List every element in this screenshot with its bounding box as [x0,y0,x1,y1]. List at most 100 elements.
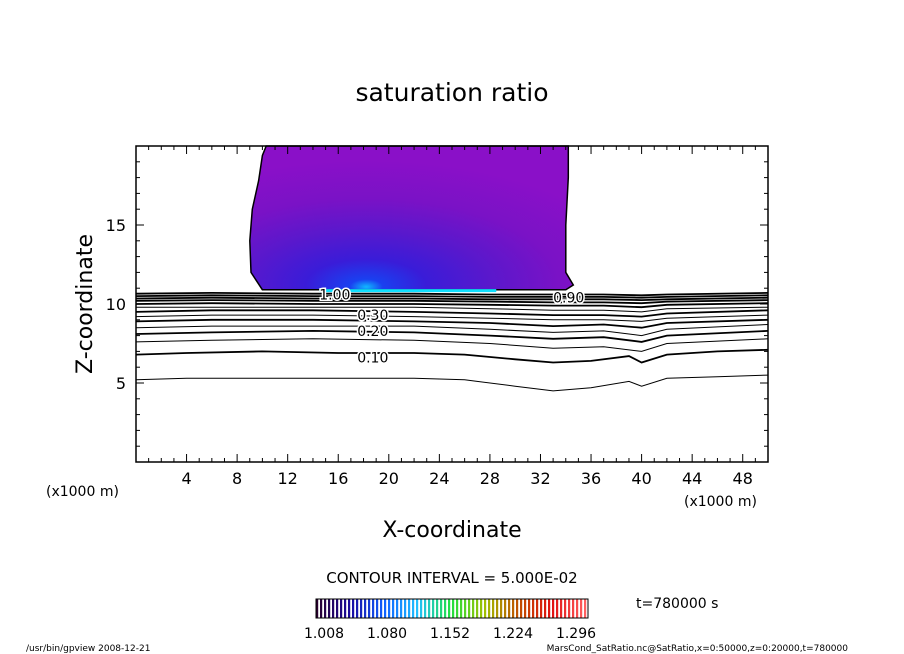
contour-label: 1.00 [319,288,350,304]
color-scale-frame [315,598,589,619]
color-scale-cell [544,599,547,618]
color-scale-cell [484,599,487,618]
footer-left: /usr/bin/gpview 2008-12-21 [26,644,150,654]
contour-line [135,299,769,305]
footer-right: MarsCond_SatRatio.nc@SatRatio,x=0:50000,… [547,644,849,654]
color-scale-cell [364,599,367,618]
contour-label: 0.20 [357,324,388,340]
filled-contour-region [249,145,575,293]
color-scale-cell [448,599,451,618]
color-scale-cell [352,599,355,618]
x-tick-label: 12 [278,469,298,488]
contour-lines [135,291,769,392]
x-tick-label: 8 [232,469,242,488]
color-scale-cell [568,599,571,618]
color-scale-cell [388,599,391,618]
contour-line [135,314,769,322]
contour-line [135,296,769,302]
color-scale-cell [468,599,471,618]
x-axis-ticks: 4 8 12 16 20 24 28 32 36 40 44 48 [148,146,756,488]
color-scale-cell [528,599,531,618]
contour-label: 0.10 [357,351,388,367]
y-tick-label: 5 [116,374,126,393]
color-scale-cell [460,599,463,618]
color-scale-cell [404,599,407,618]
color-scale-cell [492,599,495,618]
contour-interval-label: CONTOUR INTERVAL = 5.000E-02 [326,569,577,587]
color-scale-cell [576,599,579,618]
color-scale-cell [512,599,515,618]
color-scale-cell [396,599,399,618]
color-scale-cell [384,599,387,618]
x-tick-label: 24 [429,469,449,488]
contour-line [135,309,769,318]
color-scale-cell [552,599,555,618]
x-unit-right: (x1000 m) [684,494,757,510]
color-scale-cell [424,599,427,618]
color-scale-cell [464,599,467,618]
contour-line [135,374,769,392]
color-scale-cell [436,599,439,618]
color-scale-cell [332,599,335,618]
contour-line [135,318,769,329]
color-scale-cell [420,599,423,618]
color-scale-label: 1.152 [430,626,470,642]
contour-line [135,329,769,343]
color-scale-cell [360,599,363,618]
color-scale-cell [428,599,431,618]
color-scale-cell [540,599,543,618]
color-scale-cell [456,599,459,618]
color-scale-cell [520,599,523,618]
x-tick-label: 32 [530,469,550,488]
y-tick-label: 10 [106,295,126,314]
color-scale-cell [572,599,575,618]
color-scale-cell [452,599,455,618]
color-scale-cell [556,599,559,618]
x-tick-label: 36 [581,469,601,488]
y-axis-ticks: 5 10 15 [106,161,768,447]
color-scale-cell [392,599,395,618]
contour-label: 0.30 [357,308,388,324]
color-scale-cell [516,599,519,618]
contour-line [135,348,769,364]
color-scale-cell [444,599,447,618]
color-scale-label: 1.080 [367,626,407,642]
color-scale-cell [488,599,491,618]
color-scale-cell [400,599,403,618]
filled-region-outline [249,145,575,291]
color-scale-cell [480,599,483,618]
contour-labels: 1.00 0.300.20 0.10 0.90 [318,286,586,368]
color-scale-cell [328,599,331,618]
color-scale-cell [508,599,511,618]
y-axis-label: Z-coordinate [73,234,98,374]
y-tick-label: 15 [106,216,126,235]
color-scale-cell [368,599,371,618]
contour-line [135,294,769,299]
color-scale-cell [344,599,347,618]
contour-line [136,306,769,313]
color-scale-cell [532,599,535,618]
color-scale-cell [336,599,339,618]
x-tick-label: 28 [480,469,500,488]
x-unit-left: (x1000 m) [46,484,119,500]
color-scale-cell [380,599,383,618]
color-scale-cell [580,599,583,618]
color-scale-cell [548,599,551,618]
color-scale-cell [584,599,587,618]
color-scale-cell [536,599,539,618]
contour-line [135,291,769,297]
color-scale-cell [408,599,411,618]
color-scale-cell [372,599,375,618]
color-scale-label: 1.296 [556,626,596,642]
color-scale-bar [316,599,587,618]
contour-line [135,338,769,352]
color-scale-cell [412,599,415,618]
color-scale-cell [560,599,563,618]
color-scale-cell [496,599,499,618]
chart-title: saturation ratio [355,78,548,107]
color-scale-labels: 1.008 1.080 1.152 1.224 1.296 [304,626,596,642]
x-tick-label: 20 [379,469,399,488]
color-scale-cell [348,599,351,618]
time-label: t=780000 s [636,596,718,612]
